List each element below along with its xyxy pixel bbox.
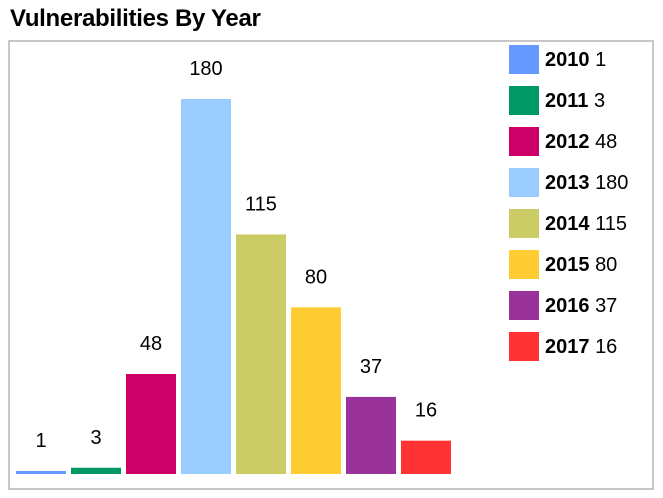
legend-value: 48 <box>595 131 618 153</box>
legend-value: 1 <box>595 49 607 71</box>
data-label-2015: 80 <box>305 266 327 288</box>
legend-item-2013: 2013 180 <box>509 168 657 198</box>
data-label-2013: 180 <box>189 58 222 80</box>
data-label-2017: 16 <box>415 400 437 422</box>
data-label-2011: 3 <box>90 427 101 449</box>
legend-label: 2017 16 <box>545 336 617 359</box>
legend-year: 2010 <box>545 49 590 71</box>
legend-item-2017: 2017 16 <box>509 332 657 362</box>
legend-year: 2013 <box>545 172 590 194</box>
legend-label: 2015 80 <box>545 254 617 277</box>
data-label-2016: 37 <box>360 356 382 378</box>
legend-label: 2010 1 <box>545 49 606 72</box>
bar-2014 <box>236 234 286 474</box>
legend-year: 2012 <box>545 131 590 153</box>
legend-item-2011: 2011 3 <box>509 86 657 116</box>
legend-swatch <box>509 168 539 197</box>
data-label-2012: 48 <box>140 333 162 355</box>
legend-label: 2012 48 <box>545 131 617 154</box>
legend-value: 80 <box>595 254 618 276</box>
legend-label: 2013 180 <box>545 172 628 195</box>
legend-value: 115 <box>595 213 627 235</box>
legend-item-2012: 2012 48 <box>509 127 657 157</box>
legend-year: 2016 <box>545 295 590 317</box>
legend-value: 3 <box>593 90 606 112</box>
legend-swatch <box>509 332 539 361</box>
bar-2010 <box>16 471 66 474</box>
bar-2015 <box>291 307 341 474</box>
bar-2011 <box>71 467 121 474</box>
bar-2017 <box>401 440 451 474</box>
bar-2016 <box>346 396 396 474</box>
legend-year: 2017 <box>545 336 590 358</box>
legend-value: 37 <box>595 295 618 317</box>
legend-swatch <box>509 127 539 156</box>
legend-year: 2011 <box>545 90 589 112</box>
legend-swatch <box>509 250 539 279</box>
bar-2012 <box>126 374 176 474</box>
legend-swatch <box>509 291 539 320</box>
legend-swatch <box>509 45 539 74</box>
legend-label: 2014 115 <box>545 213 627 236</box>
legend-year: 2014 <box>545 213 590 235</box>
legend-value: 16 <box>595 336 618 358</box>
chart-frame <box>8 40 654 490</box>
legend-year: 2015 <box>545 254 590 276</box>
legend-label: 2016 37 <box>545 295 617 318</box>
legend-label: 2011 3 <box>545 90 605 113</box>
data-label-2014: 115 <box>245 193 277 215</box>
data-label-2010: 1 <box>35 430 46 452</box>
legend-value: 180 <box>595 172 629 194</box>
legend-item-2014: 2014 115 <box>509 209 657 239</box>
legend-item-2015: 2015 80 <box>509 250 657 280</box>
bar-2013 <box>181 99 231 474</box>
legend-swatch <box>509 86 539 115</box>
legend-swatch <box>509 209 539 238</box>
legend-item-2016: 2016 37 <box>509 291 657 321</box>
legend-item-2010: 2010 1 <box>509 45 657 75</box>
chart-title: Vulnerabilities By Year <box>10 5 261 32</box>
